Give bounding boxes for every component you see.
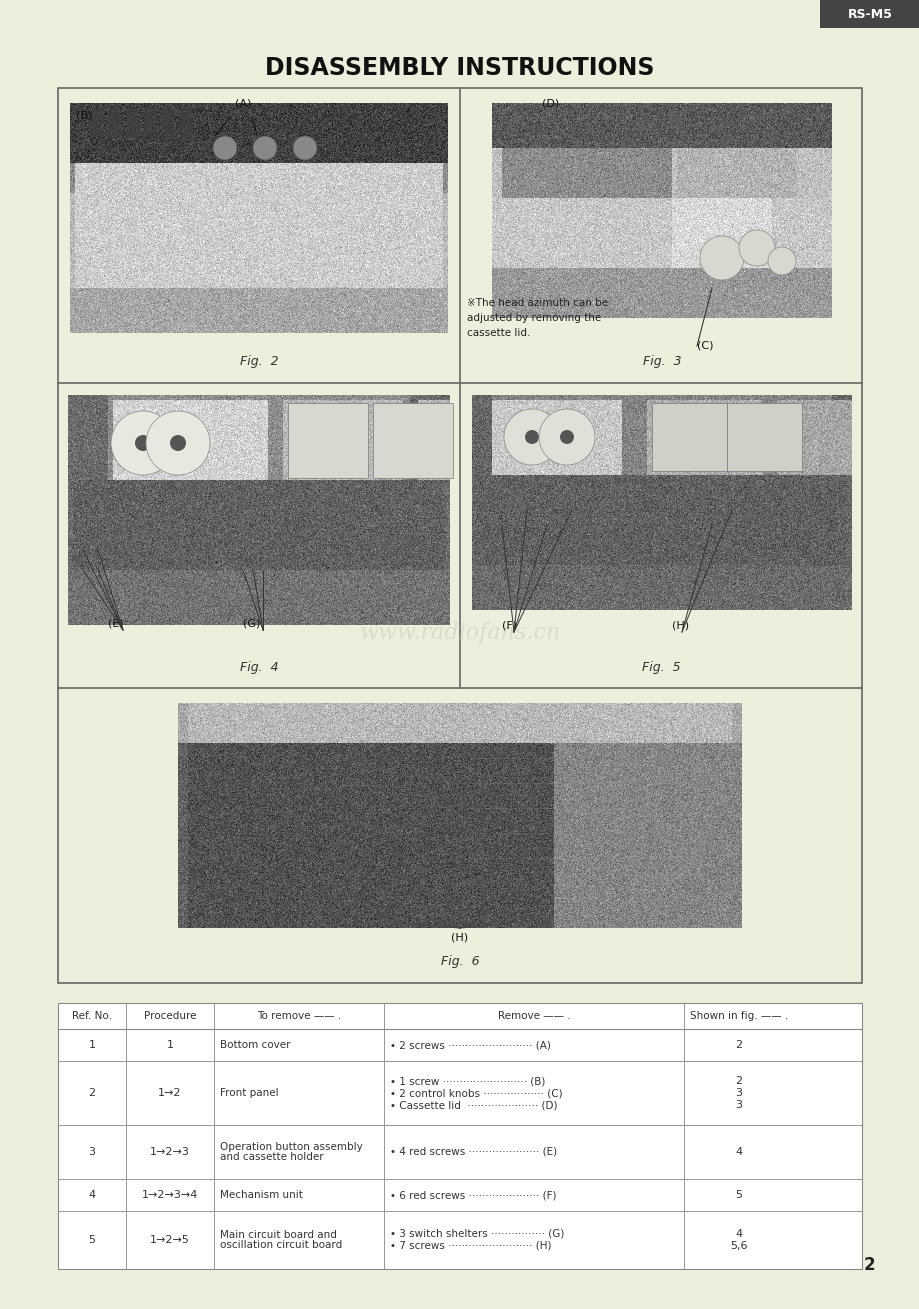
Text: 2: 2 xyxy=(734,1039,742,1050)
Circle shape xyxy=(738,230,774,266)
Bar xyxy=(288,403,368,478)
Text: 4: 4 xyxy=(734,1147,742,1157)
Text: (B): (B) xyxy=(76,110,92,120)
Text: and cassette holder: and cassette holder xyxy=(220,1152,323,1162)
Text: Fig.  3: Fig. 3 xyxy=(642,355,681,368)
Text: To remove —— .: To remove —— . xyxy=(256,1011,341,1021)
Text: 1→2→5: 1→2→5 xyxy=(150,1234,189,1245)
Bar xyxy=(58,1003,861,1268)
Text: 3: 3 xyxy=(88,1147,96,1157)
Text: 4: 4 xyxy=(734,1229,742,1240)
Bar xyxy=(819,0,919,27)
Circle shape xyxy=(170,435,186,452)
Circle shape xyxy=(767,247,795,275)
Text: (F): (F) xyxy=(502,620,516,630)
Circle shape xyxy=(525,429,539,444)
Circle shape xyxy=(560,429,573,444)
Text: Fig.  2: Fig. 2 xyxy=(240,355,278,368)
Text: Fig.  4: Fig. 4 xyxy=(240,661,278,674)
Text: 1→2→3→4: 1→2→3→4 xyxy=(142,1190,198,1200)
Text: 2: 2 xyxy=(734,1076,742,1086)
Text: 5: 5 xyxy=(734,1190,742,1200)
Text: 1: 1 xyxy=(166,1039,174,1050)
Text: (G): (G) xyxy=(243,618,260,628)
Text: (C): (C) xyxy=(697,340,713,350)
Bar xyxy=(126,109,138,137)
Bar xyxy=(144,109,156,137)
Bar xyxy=(652,403,726,471)
Circle shape xyxy=(135,435,151,452)
Text: • 3 switch shelters ················ (G): • 3 switch shelters ················ (G) xyxy=(390,1229,563,1240)
Text: Main circuit board and: Main circuit board and xyxy=(220,1229,336,1240)
Circle shape xyxy=(699,236,743,280)
Text: • 2 control knobs ·················· (C): • 2 control knobs ·················· (C) xyxy=(390,1088,562,1098)
Bar xyxy=(372,403,452,478)
Text: • 2 screws ························· (A): • 2 screws ························· (A) xyxy=(390,1039,550,1050)
Circle shape xyxy=(292,136,317,160)
Text: Fig.  5: Fig. 5 xyxy=(641,661,679,674)
Text: 1: 1 xyxy=(88,1039,96,1050)
Bar xyxy=(58,88,861,983)
Text: (A): (A) xyxy=(234,98,251,109)
Text: 1→2: 1→2 xyxy=(158,1088,182,1098)
Text: Shown in fig. —— .: Shown in fig. —— . xyxy=(689,1011,788,1021)
Text: • 1 screw ························· (B): • 1 screw ························· (B) xyxy=(390,1076,545,1086)
Text: (H): (H) xyxy=(671,620,688,630)
Text: 4: 4 xyxy=(88,1190,96,1200)
Text: 3: 3 xyxy=(734,1100,742,1110)
Text: 2: 2 xyxy=(862,1257,874,1274)
Text: DISASSEMBLY INSTRUCTIONS: DISASSEMBLY INSTRUCTIONS xyxy=(265,56,654,80)
Text: • 7 screws ························· (H): • 7 screws ························· (H) xyxy=(390,1241,550,1251)
Text: RS-M5: RS-M5 xyxy=(846,8,891,21)
Circle shape xyxy=(504,408,560,465)
Text: Operation button assembly: Operation button assembly xyxy=(220,1141,362,1152)
Bar xyxy=(726,403,801,471)
Bar xyxy=(180,109,192,137)
Text: • 6 red screws ····················· (F): • 6 red screws ····················· (F) xyxy=(390,1190,556,1200)
Text: Ref. No.: Ref. No. xyxy=(72,1011,112,1021)
Text: Mechanism unit: Mechanism unit xyxy=(220,1190,302,1200)
Bar xyxy=(108,109,119,137)
Text: 2: 2 xyxy=(88,1088,96,1098)
Text: 1→2→3: 1→2→3 xyxy=(150,1147,189,1157)
Circle shape xyxy=(539,408,595,465)
Bar xyxy=(90,109,102,137)
Text: oscillation circuit board: oscillation circuit board xyxy=(220,1241,342,1250)
Text: • Cassette lid  ····················· (D): • Cassette lid ····················· (D) xyxy=(390,1100,557,1110)
Text: (E): (E) xyxy=(108,618,124,628)
Text: Fig.  6: Fig. 6 xyxy=(440,954,479,967)
Text: 3: 3 xyxy=(734,1088,742,1098)
Text: Bottom cover: Bottom cover xyxy=(220,1039,290,1050)
Text: (D): (D) xyxy=(541,98,559,109)
Text: (H): (H) xyxy=(451,932,468,942)
Text: 5: 5 xyxy=(88,1234,96,1245)
Circle shape xyxy=(111,411,175,475)
Bar xyxy=(162,109,174,137)
Circle shape xyxy=(213,136,237,160)
Text: Front panel: Front panel xyxy=(220,1088,278,1098)
Text: www.radiofans.cn: www.radiofans.cn xyxy=(359,622,560,644)
Text: 5,6: 5,6 xyxy=(730,1241,747,1251)
Text: • 4 red screws ····················· (E): • 4 red screws ····················· (E) xyxy=(390,1147,557,1157)
Circle shape xyxy=(146,411,210,475)
Circle shape xyxy=(253,136,277,160)
Text: ※The head azimuth can be
adjusted by removing the
cassette lid.: ※The head azimuth can be adjusted by rem… xyxy=(467,298,607,338)
Text: Procedure: Procedure xyxy=(143,1011,196,1021)
Text: Remove —— .: Remove —— . xyxy=(497,1011,570,1021)
